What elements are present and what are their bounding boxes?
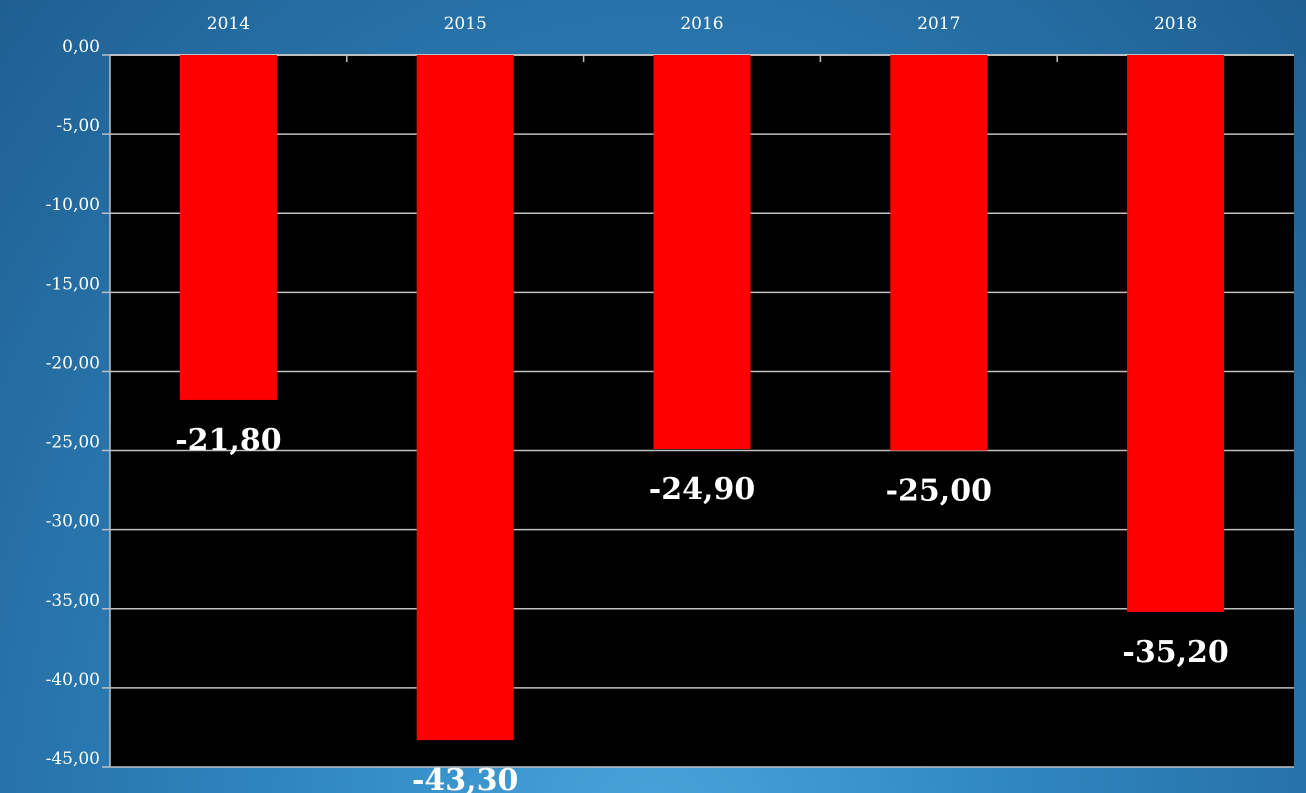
data-label: -43,30 xyxy=(412,763,518,793)
x-tick-label: 2014 xyxy=(207,14,250,34)
x-tick-label: 2016 xyxy=(680,14,723,34)
bar-2014 xyxy=(179,55,277,400)
x-tick-label: 2015 xyxy=(444,14,487,34)
y-tick-label: -40,00 xyxy=(46,670,100,690)
data-labels: -21,80 -43,30 -24,90 -25,00 -35,20 xyxy=(175,423,1229,793)
data-label: -35,20 xyxy=(1122,635,1228,670)
data-label: -25,00 xyxy=(886,474,992,509)
bar-2018 xyxy=(1127,55,1225,612)
x-tick-label: 2018 xyxy=(1154,14,1197,34)
data-label: -24,90 xyxy=(649,472,755,507)
x-axis-tick-labels: 2014 2015 2016 2017 2018 xyxy=(207,14,1197,34)
y-tick-label: -10,00 xyxy=(46,195,100,215)
y-tick-label: -25,00 xyxy=(46,433,100,453)
y-tick-label: -15,00 xyxy=(46,274,100,294)
y-tick-label: -20,00 xyxy=(46,353,100,373)
y-axis-tick-labels: 0,00 -5,00 -10,00 -15,00 -20,00 -25,00 -30,00 -… xyxy=(46,37,100,769)
y-tick-label: 0,00 xyxy=(62,37,100,57)
y-tick-label: -30,00 xyxy=(46,512,100,532)
bar-2016 xyxy=(653,55,751,449)
y-tick-label: -45,00 xyxy=(46,749,100,769)
y-tick-label: -35,00 xyxy=(46,591,100,611)
x-tick-label: 2017 xyxy=(917,14,960,34)
bars xyxy=(179,55,1225,741)
y-tick-label: -5,00 xyxy=(56,116,100,136)
bar-2017 xyxy=(890,55,988,451)
data-label: -21,80 xyxy=(175,423,281,458)
bar-2015 xyxy=(416,55,514,741)
